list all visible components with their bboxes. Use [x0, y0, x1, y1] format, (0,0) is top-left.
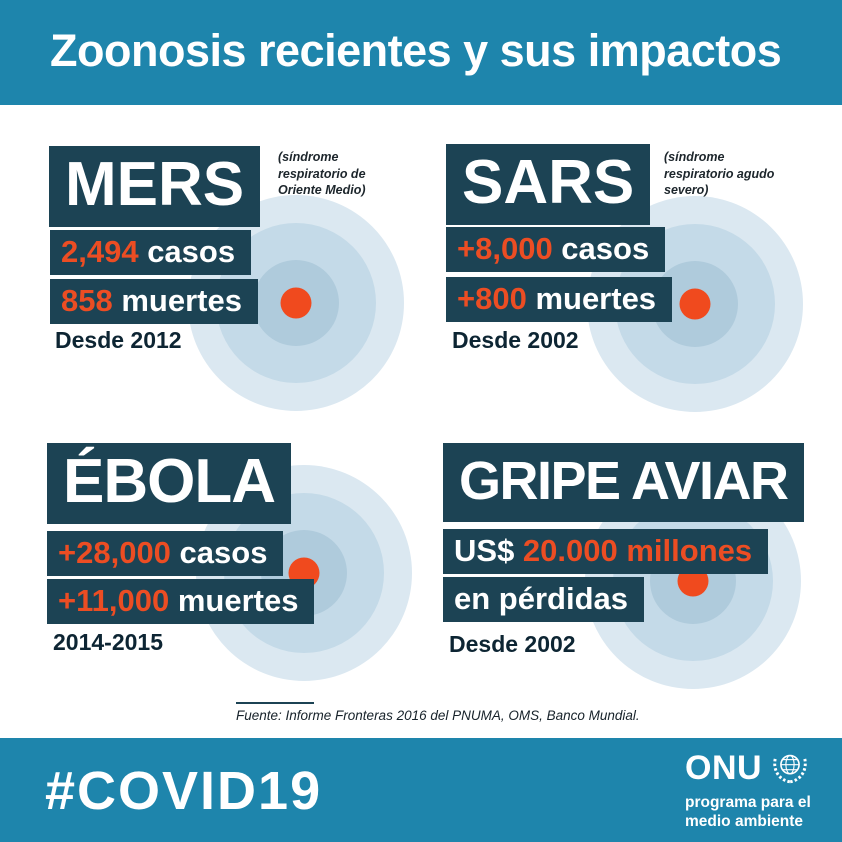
note-line: (síndrome — [278, 150, 339, 164]
bullseye-dot — [280, 287, 312, 319]
stat-value: 20.000 millones — [522, 533, 753, 568]
gripe-aviar-title: GRIPE AVIAR — [443, 443, 804, 522]
stat-prefix: US$ — [454, 533, 523, 568]
stat-value: +800 — [457, 281, 527, 316]
page-title: Zoonosis recientes y sus impactos — [50, 24, 782, 76]
stat-value: 858 — [61, 283, 113, 318]
stat-value: +11,000 — [58, 583, 170, 618]
un-emblem-icon — [773, 754, 807, 784]
note-line: Oriente Medio) — [278, 183, 366, 197]
ebola-cases-stat: +28,000 casos — [47, 531, 284, 576]
stat-value: +8,000 — [457, 231, 553, 266]
ebola-title: ÉBOLA — [47, 443, 291, 524]
sars-title: SARS — [446, 144, 651, 225]
un-environment-logo: ONU programa para el medio ambiente — [685, 751, 811, 832]
bullseye-dot — [679, 288, 711, 320]
note-line: respiratorio de — [278, 166, 366, 181]
note-line: respiratorio agudo — [664, 166, 775, 181]
gripe-aviar-losses-stat: US$ 20.000 millones — [443, 529, 769, 574]
sars-subtitle-note: (síndrome respiratorio agudo severo) — [664, 149, 774, 199]
sars-cases-stat: +8,000 casos — [446, 227, 666, 272]
source-divider — [236, 702, 314, 704]
logo-top-row: ONU — [685, 751, 811, 789]
mers-period: Desde 2012 — [55, 327, 182, 353]
note-line: severo) — [664, 183, 709, 197]
gripe-aviar-losses-label: en pérdidas — [443, 577, 644, 622]
logo-tagline: programa para el medio ambiente — [685, 793, 811, 832]
onu-wordmark: ONU — [685, 749, 763, 787]
header-band: Zoonosis recientes y sus impactos — [0, 0, 842, 105]
stat-label: muertes — [526, 281, 657, 316]
sars-period: Desde 2002 — [452, 327, 579, 353]
stat-label: casos — [170, 535, 268, 570]
stat-label: muertes — [169, 583, 299, 618]
stat-label: muertes — [112, 283, 242, 318]
ebola-period: 2014-2015 — [53, 629, 163, 655]
gripe-aviar-period: Desde 2002 — [449, 631, 576, 657]
mers-deaths-stat: 858 muertes — [50, 279, 258, 324]
stat-value: +28,000 — [58, 535, 171, 570]
covid19-hashtag: #COVID19 — [45, 761, 323, 821]
stat-label: casos — [138, 234, 236, 269]
tagline-line: medio ambiente — [685, 813, 803, 831]
footer-band: #COVID19 ONU programa para — [0, 738, 842, 842]
stat-label: casos — [552, 231, 650, 266]
mers-subtitle-note: (síndrome respiratorio de Oriente Medio) — [278, 149, 366, 199]
source-text: Fuente: Informe Fronteras 2016 del PNUMA… — [236, 708, 640, 723]
tagline-line: programa para el — [685, 794, 811, 811]
sars-deaths-stat: +800 muertes — [446, 277, 673, 322]
stat-label: en pérdidas — [454, 581, 628, 616]
note-line: (síndrome — [664, 150, 725, 164]
ebola-deaths-stat: +11,000 muertes — [47, 579, 315, 624]
mers-title: MERS — [49, 146, 261, 227]
stat-value: 2,494 — [61, 234, 139, 269]
mers-cases-stat: 2,494 casos — [50, 230, 252, 275]
